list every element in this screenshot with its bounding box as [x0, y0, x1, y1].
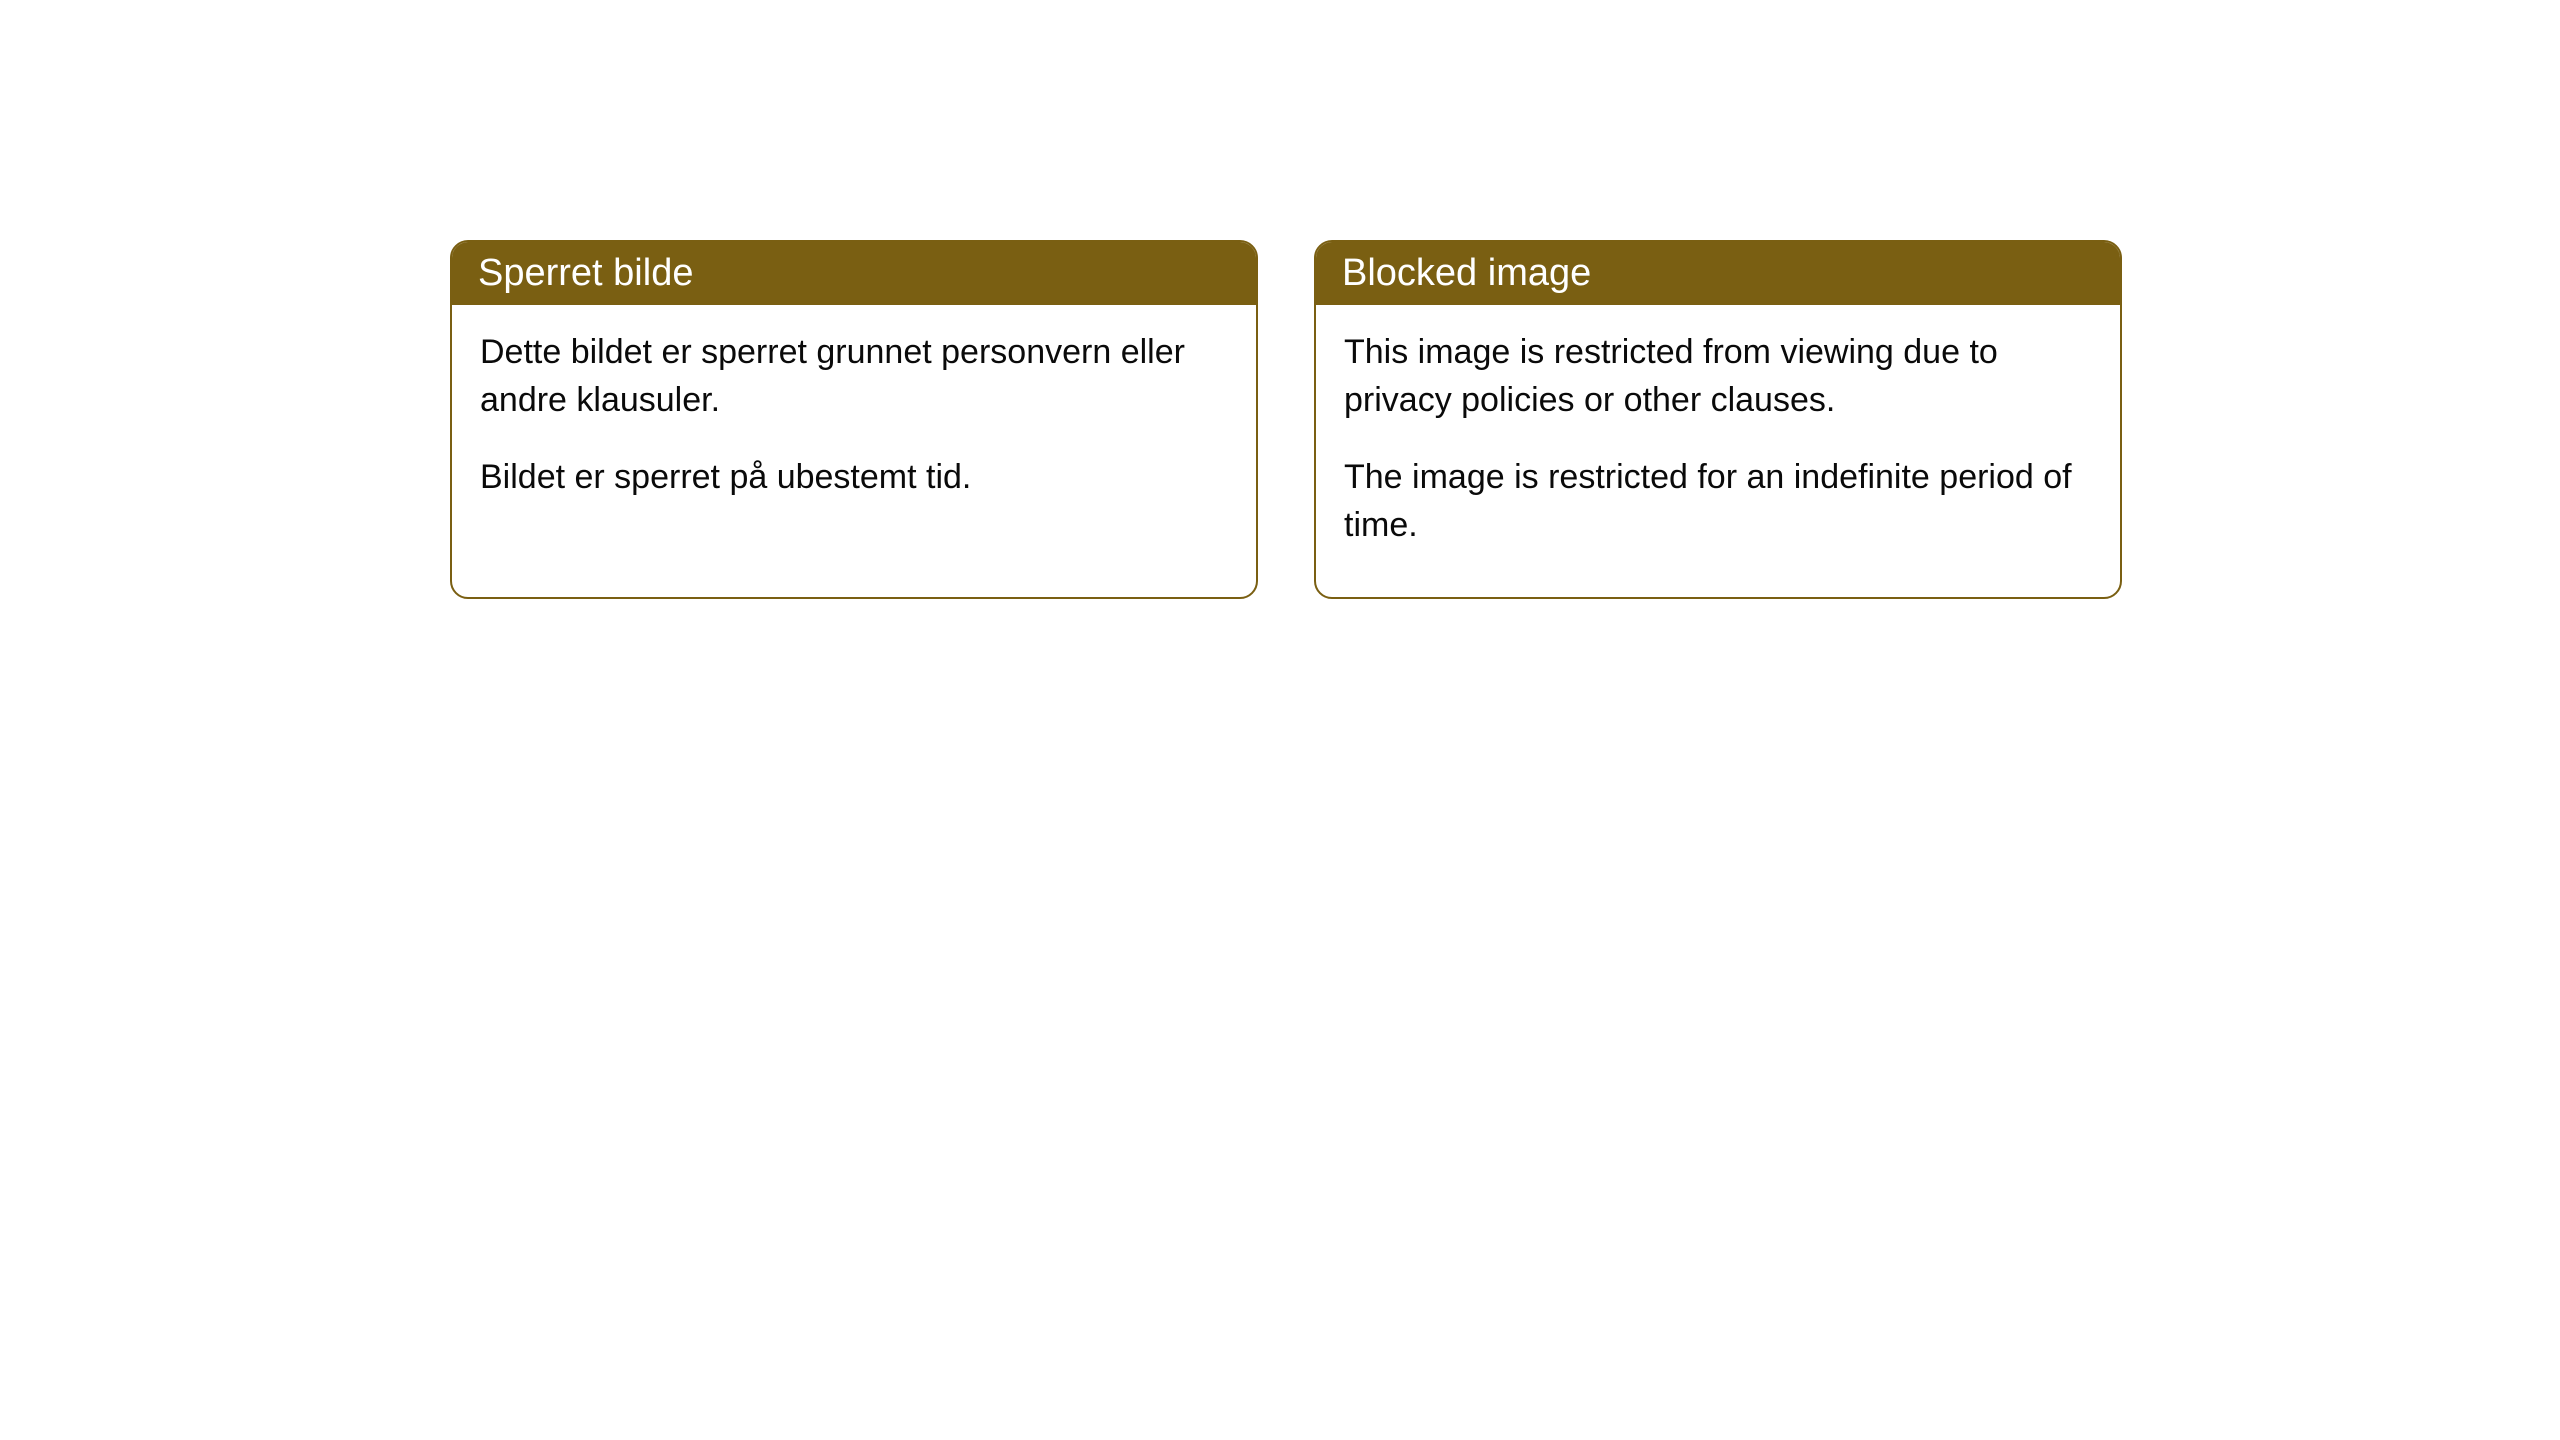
cards-container: Sperret bilde Dette bildet er sperret gr…	[450, 240, 2122, 599]
card-header: Blocked image	[1316, 242, 2120, 305]
card-title: Sperret bilde	[478, 252, 693, 294]
card-paragraph-1: Dette bildet er sperret grunnet personve…	[480, 329, 1228, 424]
card-paragraph-2: The image is restricted for an indefinit…	[1344, 454, 2092, 549]
card-body: This image is restricted from viewing du…	[1316, 305, 2120, 597]
card-header: Sperret bilde	[452, 242, 1256, 305]
card-title: Blocked image	[1342, 252, 1591, 294]
blocked-image-card-norwegian: Sperret bilde Dette bildet er sperret gr…	[450, 240, 1258, 599]
blocked-image-card-english: Blocked image This image is restricted f…	[1314, 240, 2122, 599]
card-body: Dette bildet er sperret grunnet personve…	[452, 305, 1256, 550]
card-paragraph-1: This image is restricted from viewing du…	[1344, 329, 2092, 424]
card-paragraph-2: Bildet er sperret på ubestemt tid.	[480, 454, 1228, 502]
